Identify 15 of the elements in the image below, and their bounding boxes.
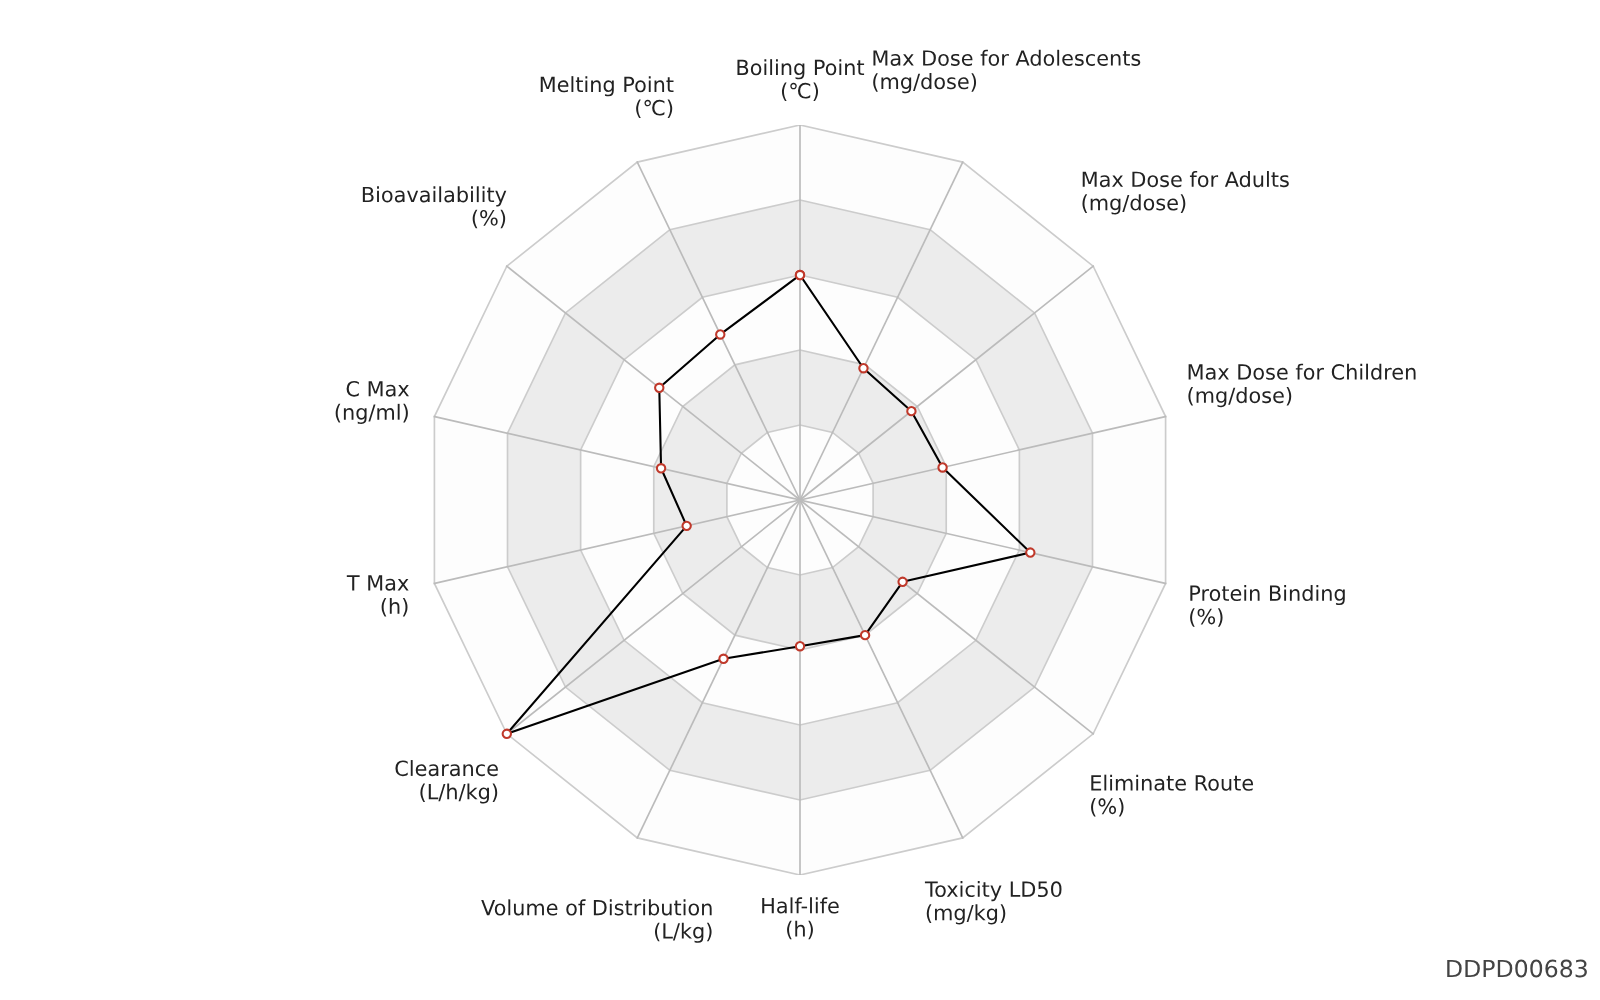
spoke-label: Max Dose for Adolescents (mg/dose) bbox=[873, 49, 1141, 94]
spoke-label: Clearance (L/h/kg) bbox=[395, 760, 498, 804]
spoke-label: Toxicity LD50 (mg/kg) bbox=[924, 880, 1062, 925]
spoke-label: Max Dose for Adults (mg/dose) bbox=[1082, 171, 1289, 215]
spoke-label: Volume of Distribution (L/kg) bbox=[481, 899, 712, 943]
spoke-label: Protein Binding (%) bbox=[1190, 584, 1345, 627]
spoke-label: Bioavailability (%) bbox=[362, 186, 507, 229]
spoke-label: Max Dose for Children (mg/dose) bbox=[1188, 363, 1416, 408]
spoke-label: Boiling Point (℃) bbox=[737, 59, 865, 102]
spoke-label: C Max (ng/ml) bbox=[335, 380, 409, 425]
spoke-label: Melting Point (℃) bbox=[540, 76, 674, 119]
spoke-label: Half-life (h) bbox=[762, 897, 839, 940]
text: DDPD00683 bbox=[1447, 959, 1587, 978]
spoke-label: T Max (h) bbox=[346, 575, 409, 617]
spoke-label: Eliminate Route (%) bbox=[1091, 774, 1254, 817]
